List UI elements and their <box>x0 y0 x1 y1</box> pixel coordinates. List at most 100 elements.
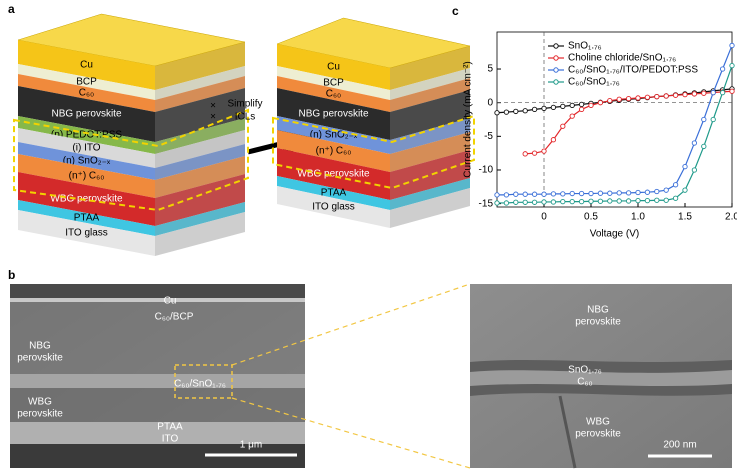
layer-side <box>155 118 245 154</box>
layer-label: (n⁺) C₆₀ <box>316 146 352 157</box>
data-point <box>710 116 716 123</box>
sem-label: ITO <box>162 434 179 445</box>
layer-side-shade <box>390 118 470 154</box>
data-point <box>560 191 566 197</box>
layer-side-shade <box>155 66 245 100</box>
sem-label: PTAA <box>157 422 183 433</box>
x-tick-label: 1.0 <box>631 212 645 223</box>
data-point <box>635 189 641 196</box>
cross-mark: × <box>210 112 216 123</box>
layer-side <box>390 46 470 90</box>
sem-label: C₆₀/BCP <box>155 312 194 323</box>
scale-bar-label: 1 μm <box>240 440 262 451</box>
sem-right <box>470 284 732 469</box>
y-axis-label: Current density (mA cm⁻²) <box>463 61 474 177</box>
layer-label: (n) SnO₂₋ₓ <box>310 130 358 141</box>
layer-label: NBG perovskite <box>51 109 121 120</box>
layer-label: (i) ITO <box>72 143 100 154</box>
layer-front <box>277 66 390 100</box>
data-point <box>578 198 585 205</box>
layer-side <box>155 212 245 256</box>
data-point <box>691 140 698 146</box>
cross-mark: × <box>210 101 216 112</box>
legend-label: C₆₀/SnO₁.₇₆ <box>568 77 620 88</box>
data-point <box>578 101 585 108</box>
data-point <box>663 93 669 99</box>
sem-label: NBG <box>29 341 51 352</box>
data-point <box>729 88 735 94</box>
layer-side <box>155 88 245 142</box>
layer-front <box>18 116 155 154</box>
layer-side <box>155 156 245 198</box>
scale-bar-label: 200 nm <box>663 440 696 451</box>
data-point <box>616 96 622 102</box>
data-point <box>494 192 500 198</box>
sem-label: NBG <box>587 305 609 316</box>
sem-label: perovskite <box>17 353 63 364</box>
data-point <box>560 198 566 205</box>
data-point <box>644 189 651 195</box>
legend-label: Choline chloride/SnO₁.₇₆ <box>568 53 676 64</box>
x-tick-label: 2.0 <box>725 212 737 223</box>
data-point <box>503 200 510 206</box>
x-tick-label: 0 <box>541 212 547 223</box>
data-point <box>522 151 528 157</box>
layer-side-shade <box>155 76 245 112</box>
layer-front <box>277 130 390 172</box>
data-point <box>597 100 604 106</box>
sem-label: perovskite <box>575 429 621 440</box>
layer-front <box>277 44 390 90</box>
data-point <box>531 199 538 205</box>
data-point <box>578 190 585 197</box>
layer-front <box>18 172 155 226</box>
layer-side <box>390 178 470 210</box>
layer-label: ITO glass <box>312 202 355 213</box>
data-point <box>719 66 726 72</box>
zoom-box <box>174 364 233 399</box>
layer-side <box>390 188 470 228</box>
data-point <box>550 104 557 111</box>
layer-label: BCP <box>76 77 97 88</box>
zoom-line <box>231 283 471 366</box>
y-tick-label: 0 <box>487 97 493 108</box>
panel-label: b <box>8 268 15 282</box>
data-point <box>663 187 669 193</box>
y-tick-label: -15 <box>479 198 494 209</box>
layer-label: Cu <box>80 60 93 71</box>
layer-front <box>277 176 390 210</box>
data-point <box>513 199 519 205</box>
layer-front <box>18 210 155 256</box>
layer-label: PTAA <box>321 188 347 199</box>
layer-front <box>18 74 155 112</box>
data-point <box>654 188 660 195</box>
data-point <box>607 98 613 104</box>
data-point <box>691 167 698 173</box>
sem-left <box>10 284 305 468</box>
layer-side-shade <box>155 156 245 198</box>
layer-front <box>18 64 155 100</box>
layer-label: C₆₀ <box>79 88 94 99</box>
data-point <box>522 108 528 114</box>
data-point <box>541 199 547 205</box>
layer-label: (p) PEDOT:PSS <box>51 130 122 141</box>
data-point <box>494 200 500 206</box>
data-point <box>710 89 716 96</box>
data-point <box>682 91 688 98</box>
panel-label: c <box>452 4 459 18</box>
data-point <box>513 108 519 115</box>
layer-side <box>390 68 470 100</box>
data-point <box>569 102 575 109</box>
data-point <box>550 137 557 143</box>
data-point <box>597 190 604 196</box>
data-point <box>588 198 594 204</box>
x-tick-label: 0.5 <box>584 212 598 223</box>
layer-front <box>277 88 390 140</box>
layer-front <box>18 200 155 236</box>
y-tick-label: -5 <box>484 131 493 142</box>
data-point <box>663 197 669 203</box>
sem-label: SnO₁.₇₆ <box>568 365 602 376</box>
layer-side-shade <box>390 90 470 140</box>
layer-side-shade <box>155 130 245 168</box>
plot-frame <box>496 31 733 208</box>
